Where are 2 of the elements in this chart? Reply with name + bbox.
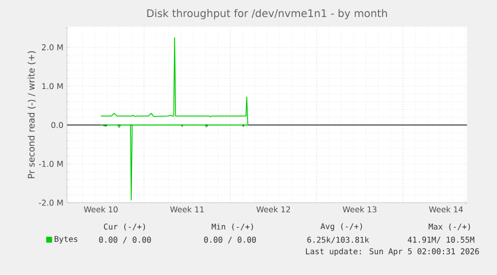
chart-title: Disk throughput for /dev/nvme1n1 - by month <box>147 9 387 20</box>
y-axis-title: Pr second read (-) / write (+) <box>28 51 36 178</box>
